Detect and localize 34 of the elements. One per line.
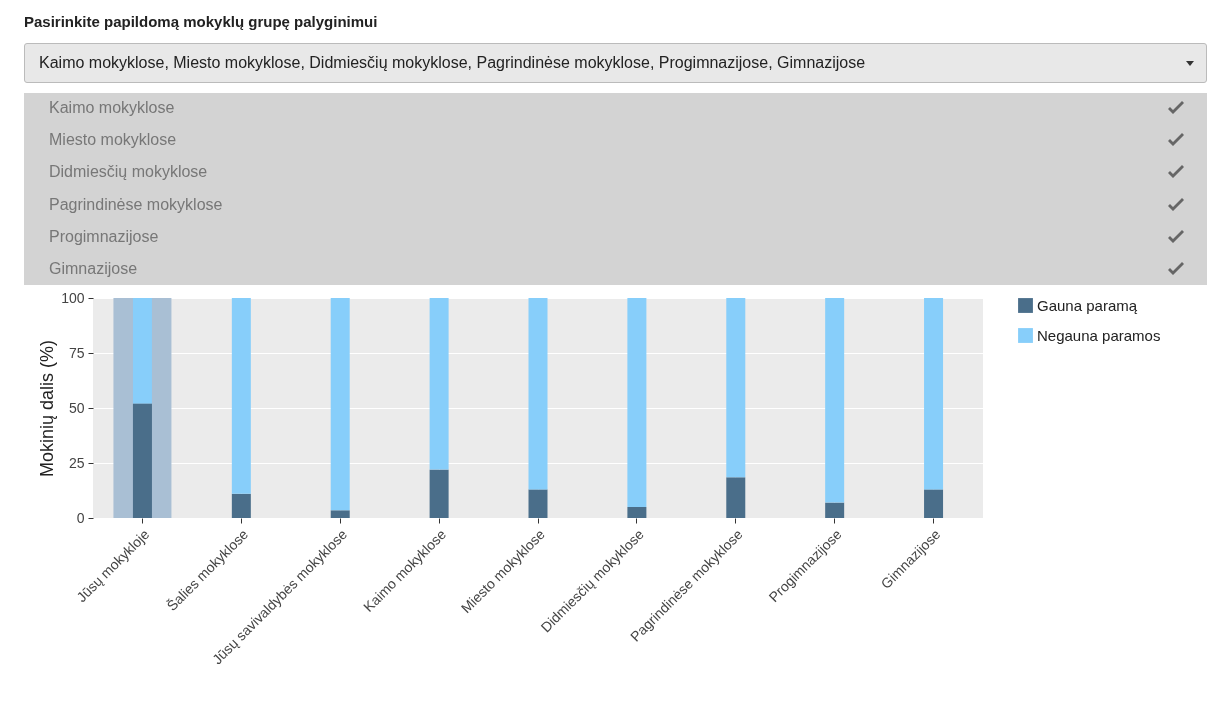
- legend-label: Negauna paramos: [1037, 326, 1161, 344]
- text: Kaimo mokyklose: [49, 99, 175, 117]
- y-tick-label: 25: [68, 454, 85, 471]
- bar: [132, 298, 152, 404]
- bar: [627, 507, 647, 518]
- bar: [627, 298, 647, 507]
- bar: [924, 298, 944, 490]
- chart-title: Pasirinkite papildomą mokyklų grupę palyginimui: [24, 13, 378, 30]
- y-axis-title: Mokinių dalis (%): [37, 339, 58, 478]
- bar: [528, 298, 548, 490]
- text: Pagrindinėse mokyklose: [49, 195, 223, 214]
- bar: [132, 403, 152, 518]
- text: Progimnazijose: [49, 227, 159, 246]
- y-tick-label: 100: [61, 289, 85, 306]
- bar: [726, 298, 746, 478]
- bar: [825, 298, 845, 503]
- y-tick-label: 50: [68, 399, 85, 416]
- bar: [429, 469, 449, 518]
- text: Didmiesčių mokyklose: [49, 163, 208, 182]
- bar: [528, 489, 548, 518]
- bar: [726, 477, 746, 518]
- y-tick-label: 0: [76, 509, 85, 526]
- text: Gimnazijose: [49, 260, 138, 278]
- text: Miesto mokyklose: [49, 131, 177, 150]
- bar: [231, 493, 251, 518]
- y-tick-label: 75: [68, 344, 85, 361]
- bar: [825, 502, 845, 518]
- legend-label: Gauna paramą: [1037, 296, 1138, 314]
- bar: [924, 489, 944, 518]
- bar: [231, 298, 251, 494]
- bar: [330, 510, 350, 518]
- bar: [429, 298, 449, 470]
- bar: [330, 298, 350, 511]
- chart-subtitle: Kaimo mokyklose, Miesto mokyklose, Didmiesčių mokyklose, Pagrindinėse mokyklose, Progimnazijose, Gimnazijose: [39, 54, 866, 71]
